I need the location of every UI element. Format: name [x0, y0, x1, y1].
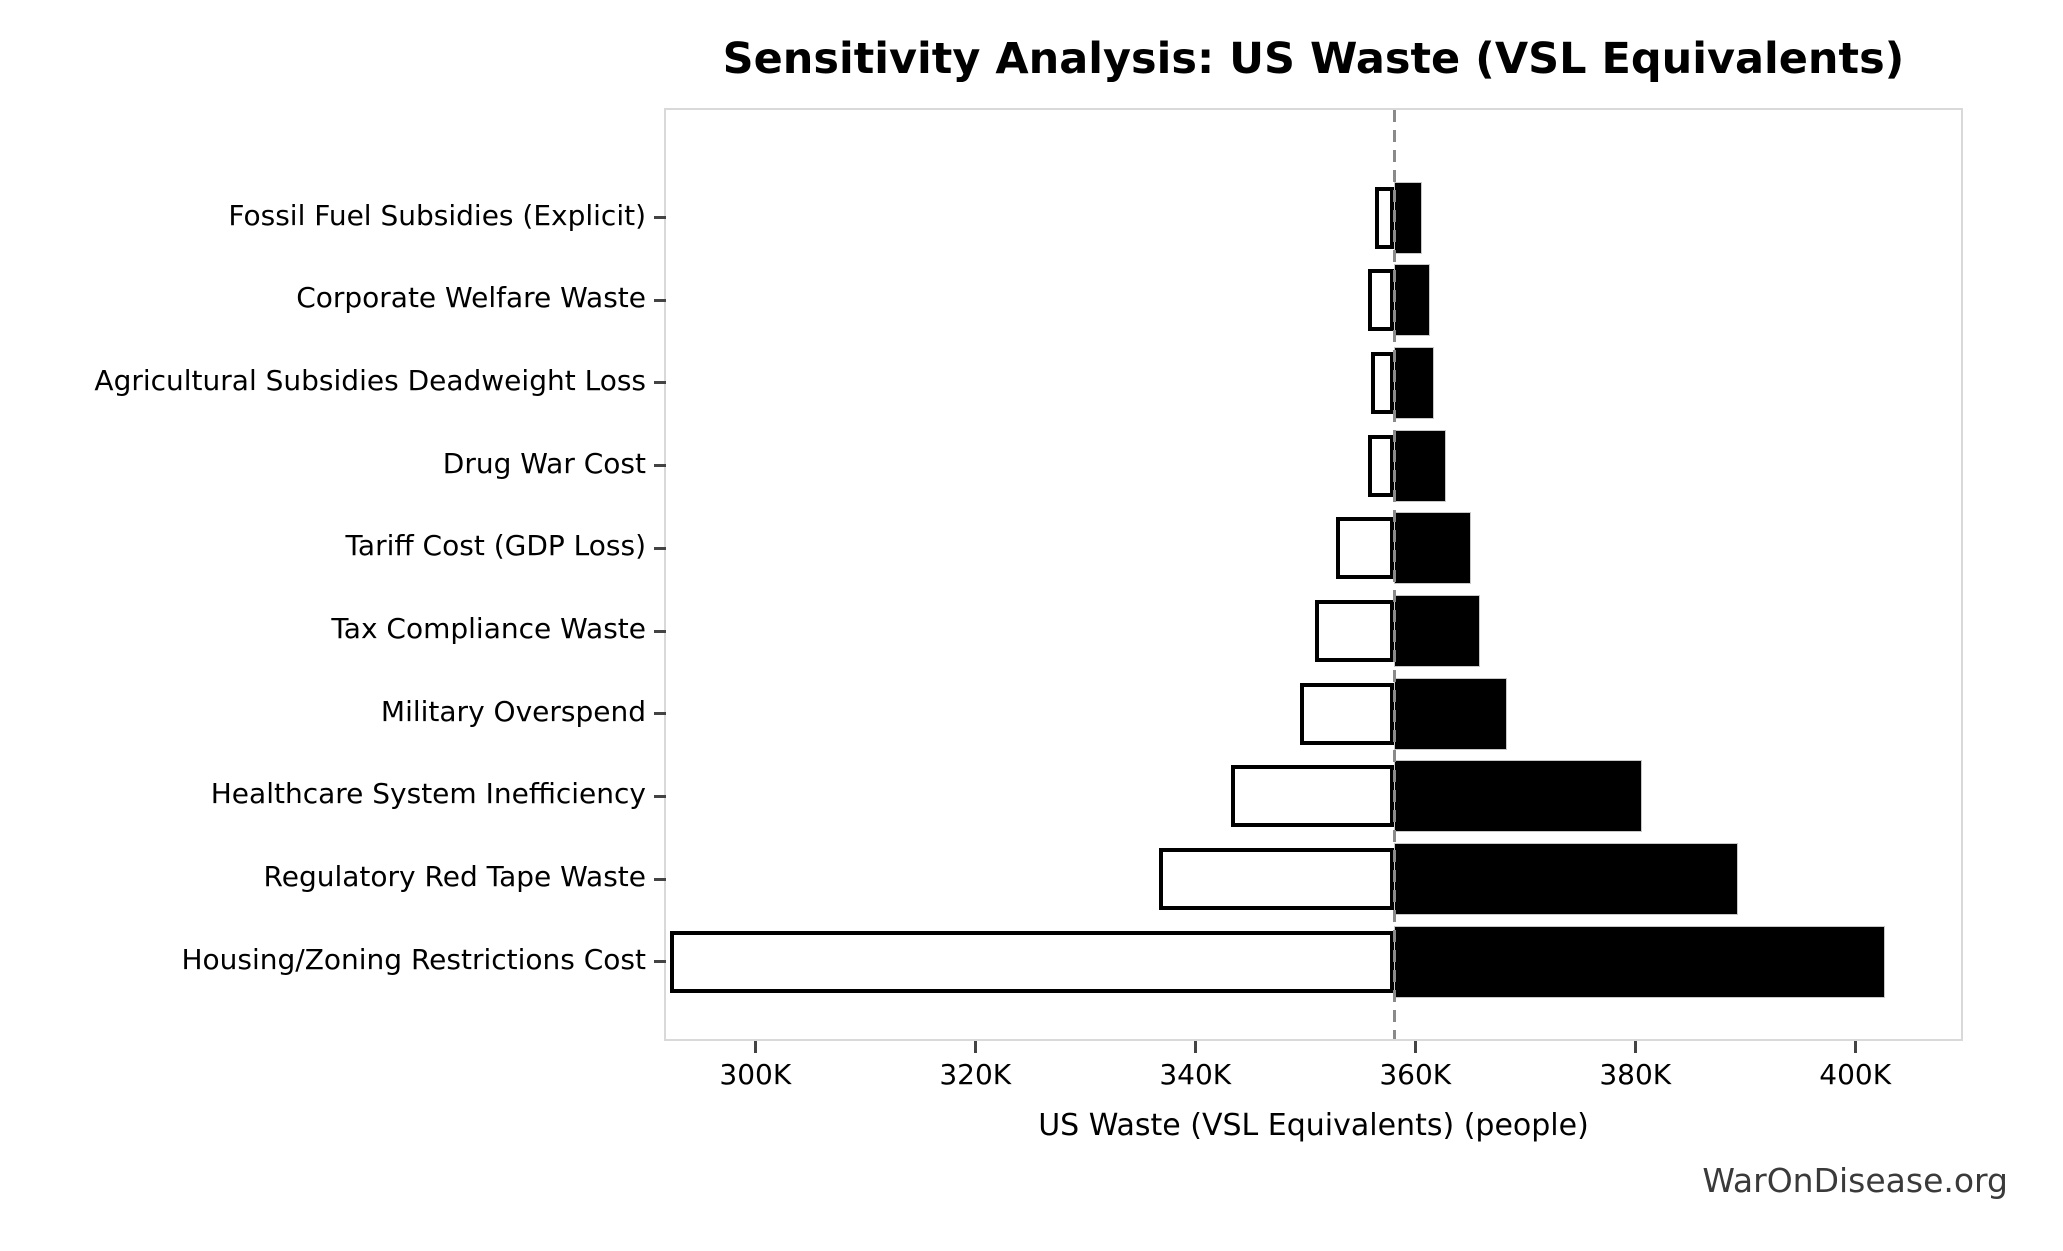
high-bar [1394, 843, 1739, 916]
y-tick-label: Drug War Cost [442, 446, 646, 480]
y-axis-tick [654, 960, 666, 964]
y-tick-label: Regulatory Red Tape Waste [263, 860, 646, 894]
low-bar [1158, 848, 1395, 911]
x-axis-tick [1193, 1041, 1197, 1053]
x-axis-tick [973, 1041, 977, 1053]
x-tick-label: 300K [719, 1058, 792, 1091]
y-tick-label: Corporate Welfare Waste [296, 281, 646, 315]
y-tick-label: Healthcare System Inefficiency [210, 777, 646, 811]
y-tick-label: Housing/Zoning Restrictions Cost [181, 942, 646, 976]
low-bar [1314, 600, 1395, 662]
x-tick-label: 360K [1379, 1058, 1452, 1091]
plot-area [654, 108, 1963, 1041]
x-axis-tick [753, 1041, 757, 1053]
y-axis-tick [654, 794, 666, 798]
y-tick-label: Military Overspend [380, 694, 646, 728]
high-bar [1394, 429, 1446, 502]
y-tick-label: Fossil Fuel Subsidies (Explicit) [228, 198, 646, 232]
y-axis-tick [654, 216, 666, 219]
x-tick-label: 320K [939, 1058, 1012, 1091]
y-axis-tick [654, 298, 666, 302]
x-axis-tick [1413, 1041, 1417, 1053]
high-bar [1394, 264, 1431, 337]
y-axis-tick [654, 712, 666, 716]
low-bar [1375, 186, 1395, 249]
y-tick-label: Tax Compliance Waste [331, 612, 646, 645]
y-tick-label: Tariff Cost (GDP Loss) [345, 529, 646, 563]
low-bar [670, 930, 1395, 993]
chart-title: Sensitivity Analysis: US Waste (VSL Equi… [722, 34, 1905, 84]
x-tick-label: 400K [1819, 1058, 1892, 1091]
low-bar [1367, 434, 1395, 497]
low-bar [1231, 765, 1395, 828]
low-bar [1335, 517, 1395, 580]
high-bar [1394, 595, 1480, 667]
x-axis-label: US Waste (VSL Equivalents) (people) [1038, 1108, 1589, 1143]
high-bar [1394, 677, 1508, 750]
high-bar [1394, 181, 1422, 254]
y-axis-tick [654, 464, 666, 468]
watermark: WarOnDisease.org [1702, 1161, 2008, 1200]
x-tick-label: 380K [1599, 1058, 1672, 1091]
high-bar [1394, 925, 1885, 998]
low-bar [1299, 682, 1395, 745]
x-axis-tick [1633, 1041, 1637, 1053]
x-tick-label: 340K [1159, 1058, 1232, 1091]
y-axis-tick [654, 877, 666, 881]
y-tick-label: Agricultural Subsidies Deadweight Loss [94, 363, 646, 397]
high-bar [1394, 512, 1472, 585]
low-bar [1367, 269, 1395, 332]
baseline-dashed-line [1392, 110, 1396, 1039]
y-axis-tick [654, 629, 666, 633]
high-bar [1394, 346, 1434, 419]
y-axis-tick [654, 546, 666, 550]
x-axis-tick [1853, 1041, 1857, 1053]
low-bar [1371, 351, 1395, 414]
high-bar [1394, 760, 1642, 833]
y-axis-tick [654, 381, 666, 385]
